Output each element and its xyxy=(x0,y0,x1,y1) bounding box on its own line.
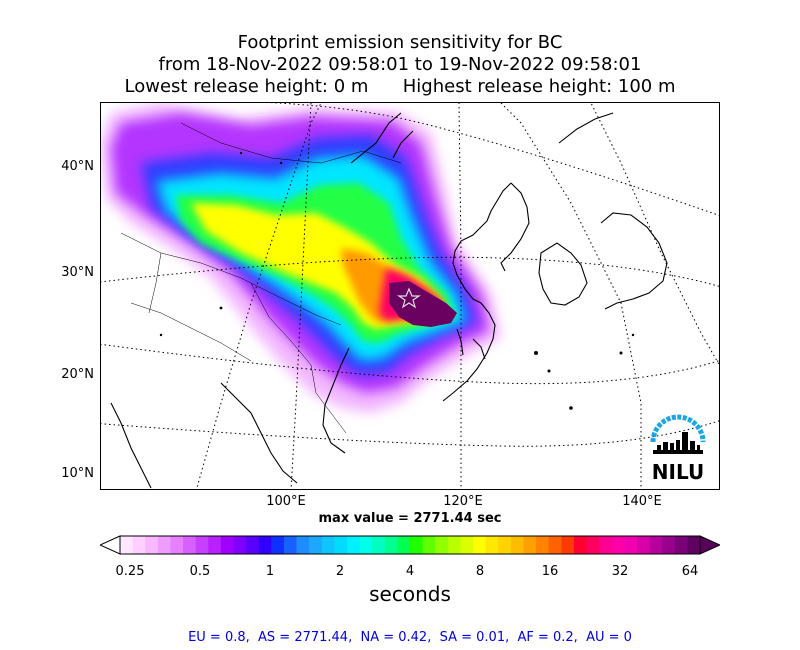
colorbar-cells xyxy=(120,536,701,554)
colorbar-cell xyxy=(145,536,159,554)
colorbar-cell xyxy=(246,536,260,554)
colorbar-cell xyxy=(473,536,487,554)
colorbar-cell xyxy=(283,536,298,554)
colorbar-cell xyxy=(435,536,449,554)
colorbar-cell xyxy=(220,536,235,554)
colorbar-cell xyxy=(460,536,474,554)
colorbar-cell xyxy=(195,536,209,554)
colorbar-cell xyxy=(233,536,247,554)
colorbar-cell xyxy=(510,536,525,554)
country-borders xyxy=(120,122,402,434)
colorbar-tick-label: 16 xyxy=(541,564,559,579)
colorbar-high-extension xyxy=(699,535,720,555)
title-line-2: from 18-Nov-2022 09:58:01 to 19-Nov-2022… xyxy=(158,54,642,75)
release-point-marker xyxy=(397,287,421,309)
title-line-3: Lowest release height: 0 m Highest relea… xyxy=(124,76,676,97)
colorbar-cell xyxy=(636,536,651,554)
lat-label-30n: 30°N xyxy=(61,265,94,280)
max-value-label: max value = 2771.44 sec xyxy=(318,511,502,526)
colorbar-cell xyxy=(536,536,550,554)
colorbar-cell xyxy=(384,536,398,554)
colorbar-tick-label: 32 xyxy=(611,564,629,579)
colorbar-cell xyxy=(397,536,411,554)
colorbar-cell xyxy=(447,536,462,554)
lat-label-40n: 40°N xyxy=(61,159,94,174)
colorbar-cell xyxy=(485,536,499,554)
colorbar-cell xyxy=(296,536,310,554)
colorbar-cell xyxy=(157,536,172,554)
colorbar-cell xyxy=(258,536,272,554)
map-panel xyxy=(100,102,720,490)
colorbar-cell xyxy=(674,536,688,554)
lon-label-100e: 100°E xyxy=(266,494,306,509)
graticule xyxy=(101,103,719,489)
colorbar-cell xyxy=(410,536,424,554)
colorbar-cell xyxy=(309,536,323,554)
colorbar-cell xyxy=(208,536,222,554)
colorbar-cell xyxy=(586,536,600,554)
lon-label-140e: 140°E xyxy=(622,494,662,509)
lat-label-10n: 10°N xyxy=(61,466,94,481)
colorbar-cell xyxy=(132,536,146,554)
colorbar-cell xyxy=(359,536,373,554)
title-line-1: Footprint emission sensitivity for BC xyxy=(237,32,563,53)
nilu-logo: NILU xyxy=(650,414,706,482)
colorbar-tick-label: 0.5 xyxy=(189,564,211,579)
colorbar-cell xyxy=(372,536,386,554)
colorbar-tick-label: 2 xyxy=(335,564,345,579)
colorbar-cell xyxy=(523,536,537,554)
colorbar-cell xyxy=(561,536,575,554)
lon-label-120e: 120°E xyxy=(443,494,483,509)
colorbar-cell xyxy=(422,536,436,554)
colorbar-unit-label: seconds xyxy=(369,582,451,606)
colorbar-cell xyxy=(321,536,335,554)
colorbar-tick-label: 8 xyxy=(475,564,485,579)
nilu-logo-text: NILU xyxy=(652,460,704,482)
islands xyxy=(159,151,635,410)
colorbar-tick-label: 1 xyxy=(265,564,275,579)
colorbar-tick-label: 4 xyxy=(405,564,415,579)
colorbar-cell xyxy=(687,536,701,554)
colorbar-cell xyxy=(649,536,663,554)
colorbar-cell xyxy=(662,536,676,554)
colorbar xyxy=(100,535,720,555)
colorbar-cell xyxy=(183,536,197,554)
region-summary: EU = 0.8, AS = 2771.44, NA = 0.42, SA = … xyxy=(188,630,632,645)
colorbar-cell xyxy=(611,536,625,554)
colorbar-cell xyxy=(170,536,184,554)
colorbar-cell xyxy=(573,536,588,554)
footprint-map xyxy=(101,103,719,489)
colorbar-tick-label: 64 xyxy=(681,564,699,579)
plume-footprint xyxy=(101,103,501,413)
colorbar-tick-label: 0.25 xyxy=(115,564,145,579)
colorbar-cell xyxy=(498,536,512,554)
colorbar-cell xyxy=(120,536,134,554)
colorbar-cell xyxy=(599,536,613,554)
colorbar-cell xyxy=(271,536,285,554)
colorbar-low-extension xyxy=(100,535,121,555)
colorbar-cell xyxy=(334,536,348,554)
colorbar-frame xyxy=(119,535,701,555)
colorbar-cell xyxy=(548,536,562,554)
colorbar-cell xyxy=(624,536,638,554)
lat-label-20n: 20°N xyxy=(61,367,94,382)
colorbar-cell xyxy=(346,536,361,554)
